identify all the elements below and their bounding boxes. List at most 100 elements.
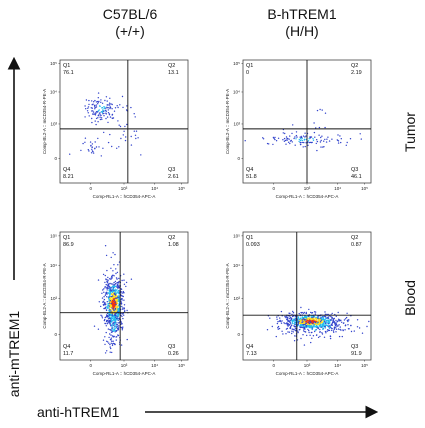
event-dot [323, 323, 325, 325]
event-dot [111, 108, 113, 110]
event-dot [333, 317, 335, 320]
event-dot [115, 339, 118, 341]
event-dot [109, 297, 112, 299]
event-dot [291, 141, 293, 143]
event-dot [319, 328, 321, 331]
y-tick-label: 10⁴ [233, 89, 240, 94]
event-dot [323, 146, 325, 148]
event-dot [335, 328, 338, 330]
event-dot [110, 302, 112, 305]
event-dot [334, 324, 337, 327]
event-dot [99, 114, 101, 116]
event-dot [134, 134, 137, 136]
event-dot [322, 328, 324, 331]
event-dot [304, 145, 306, 148]
event-dot [292, 124, 294, 126]
event-dot [111, 340, 113, 343]
event-dot [91, 121, 93, 124]
event-dot [323, 317, 325, 319]
event-dot [118, 299, 120, 301]
event-dot [95, 123, 97, 126]
event-dot [109, 107, 111, 110]
event-dot [117, 311, 119, 313]
event-dot [279, 317, 281, 319]
event-dot [107, 315, 109, 317]
quadrant-label-q3: Q3 [168, 167, 175, 173]
event-dot [285, 136, 288, 138]
event-dot [108, 321, 110, 323]
event-dot [276, 318, 278, 320]
event-dot [115, 327, 117, 329]
y-tick-label: 10⁴ [50, 263, 57, 268]
event-dot [330, 319, 332, 321]
event-dot [314, 329, 316, 331]
event-dot [315, 319, 317, 321]
event-dot [294, 323, 296, 326]
event-dot [340, 329, 342, 331]
event-dot [111, 320, 113, 322]
event-dot [326, 330, 328, 332]
event-dot [107, 306, 109, 308]
event-dot [326, 322, 328, 324]
event-dot [294, 144, 296, 146]
event-dot [104, 287, 106, 289]
event-dot [106, 301, 109, 303]
event-dot [130, 135, 132, 138]
event-dot [324, 327, 326, 329]
event-dot [327, 317, 330, 319]
event-dot [109, 295, 111, 297]
event-dot [310, 141, 313, 144]
event-dot [344, 318, 347, 320]
event-dot [305, 325, 307, 328]
event-dot [299, 328, 301, 331]
event-dot [310, 341, 312, 344]
quadrant-label-q2: Q2 [168, 63, 175, 69]
event-dot [305, 322, 307, 325]
event-dot [116, 317, 118, 319]
event-dot [105, 108, 107, 110]
event-dot [104, 316, 107, 319]
event-dot [105, 117, 107, 120]
event-dot [121, 327, 124, 330]
event-dot [124, 310, 126, 312]
event-dot [112, 252, 114, 254]
event-dot [112, 270, 114, 272]
event-dot [116, 286, 118, 288]
event-dot [307, 140, 310, 142]
event-dot [293, 137, 295, 140]
event-dot [117, 328, 120, 330]
quadrant-value-q3: 2.61 [168, 174, 179, 180]
event-dot [343, 319, 346, 321]
panel-frame [59, 59, 189, 184]
event-dot [113, 310, 115, 312]
event-dot [114, 301, 117, 303]
event-dot [100, 117, 103, 119]
event-dot [313, 318, 315, 321]
event-dot [111, 344, 114, 347]
event-dot [111, 289, 113, 291]
event-dot [110, 278, 112, 281]
event-dot [111, 291, 114, 294]
event-dot [109, 306, 111, 308]
event-dot [340, 141, 342, 144]
event-dot [295, 138, 297, 140]
event-dot [302, 135, 305, 137]
event-dot [110, 310, 112, 312]
event-dot [103, 131, 105, 134]
event-dot [116, 147, 118, 149]
event-dot [262, 137, 264, 139]
event-dot [117, 120, 119, 122]
event-dot [350, 330, 353, 333]
event-dot [324, 313, 327, 315]
event-dot [109, 282, 111, 285]
event-dot [106, 293, 108, 295]
event-dot [115, 272, 117, 275]
event-dot [119, 125, 122, 128]
event-dot [112, 303, 114, 306]
event-dot [114, 331, 116, 333]
event-dot [105, 293, 107, 295]
event-dot [109, 343, 111, 346]
event-dot [324, 318, 327, 320]
